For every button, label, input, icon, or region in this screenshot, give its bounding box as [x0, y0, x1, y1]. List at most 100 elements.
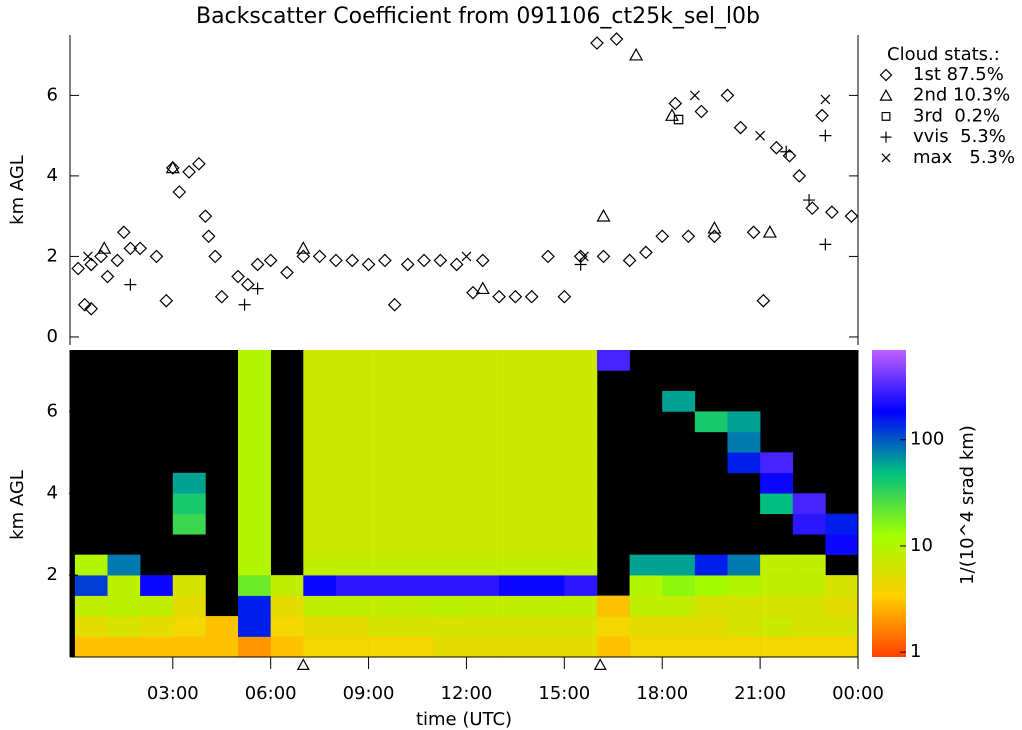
x-tick-label: 18:00: [636, 683, 688, 704]
backscatter-cell: [368, 431, 402, 453]
backscatter-cell: [107, 636, 141, 658]
cloud-point: [655, 229, 670, 244]
backscatter-cell: [270, 595, 304, 617]
cloud-point: [251, 282, 264, 295]
colorbar-tick-label: 1: [910, 641, 921, 662]
cloud-point: [240, 277, 255, 292]
backscatter-cell: [303, 575, 337, 596]
cloud-point: [792, 169, 807, 183]
cloud-point: [590, 36, 604, 50]
backscatter-cell: [335, 431, 369, 453]
backscatter-cell: [140, 636, 174, 658]
backscatter-cell: [433, 595, 467, 617]
backscatter-cell: [433, 390, 467, 412]
backscatter-cell: [205, 636, 239, 658]
backscatter-cell: [238, 595, 271, 617]
backscatter-cell: [499, 431, 533, 453]
legend-marker: [879, 88, 893, 101]
backscatter-cell: [629, 595, 663, 617]
backscatter-cell: [466, 411, 500, 433]
backscatter-cell: [172, 636, 206, 658]
cloud-point: [609, 32, 624, 46]
cloud-point: [329, 253, 343, 268]
backscatter-cell: [629, 636, 663, 658]
backscatter-cell: [303, 431, 337, 453]
event-marker: [296, 658, 310, 670]
backscatter-cell: [172, 513, 206, 535]
backscatter-cell: [401, 472, 435, 494]
y-tick-label: 4: [47, 165, 58, 186]
cloud-point: [110, 253, 125, 268]
backscatter-cell: [401, 493, 435, 515]
backscatter-cell: [238, 534, 271, 555]
cloud-point: [844, 209, 859, 224]
backscatter-cell: [466, 390, 500, 412]
backscatter-cell: [303, 616, 337, 637]
backscatter-cell: [140, 595, 174, 617]
backscatter-cell: [270, 636, 304, 658]
legend-label: max 5.3%: [913, 147, 1015, 168]
backscatter-cell: [466, 595, 500, 617]
cloud-point: [263, 253, 278, 268]
cloud-point: [280, 265, 294, 280]
cloud-point: [149, 249, 164, 264]
cloud-point: [461, 251, 472, 262]
cloud-point: [71, 261, 86, 276]
backscatter-cell: [401, 350, 435, 371]
backscatter-cell: [596, 595, 630, 617]
backscatter-cell: [564, 411, 598, 433]
backscatter-cell: [760, 616, 794, 637]
backscatter-cell: [760, 554, 794, 576]
backscatter-cell: [335, 616, 369, 637]
backscatter-cell: [792, 575, 826, 596]
backscatter-cell: [303, 350, 337, 371]
y-tick-label: 6: [47, 84, 58, 105]
backscatter-cell: [564, 452, 598, 474]
cloud-point: [116, 225, 131, 240]
backscatter-cell: [74, 636, 108, 658]
backscatter-cell: [662, 616, 696, 637]
backscatter-cell: [74, 595, 108, 617]
backscatter-cell: [172, 493, 206, 515]
backscatter-cell: [433, 534, 467, 555]
backscatter-cell: [335, 350, 369, 371]
backscatter-cell: [629, 575, 663, 596]
backscatter-cell: [335, 595, 369, 617]
backscatter-cell: [466, 575, 500, 596]
cloud-point: [77, 297, 92, 312]
backscatter-cell: [172, 595, 206, 617]
cloud-point: [192, 156, 206, 171]
backscatter-cell: [466, 616, 500, 637]
cloud-point: [201, 229, 216, 244]
cloud-point: [803, 194, 816, 207]
backscatter-cell: [107, 575, 141, 596]
backscatter-cell: [499, 390, 533, 412]
backscatter-cell: [401, 513, 435, 535]
cloud-point: [815, 108, 829, 123]
backscatter-cell: [727, 452, 761, 474]
backscatter-cell: [499, 370, 533, 392]
legend-title: Cloud stats.:: [887, 44, 1000, 65]
cloud-point: [165, 160, 180, 174]
backscatter-cell: [499, 452, 533, 474]
backscatter-cell: [238, 390, 271, 412]
backscatter-cell: [466, 493, 500, 515]
event-marker: [593, 658, 607, 670]
cloud-point: [681, 229, 696, 244]
backscatter-cell: [368, 616, 402, 637]
backscatter-cell: [401, 431, 435, 453]
cloud-point: [378, 253, 392, 268]
backscatter-cell: [303, 513, 337, 535]
backscatter-cell: [401, 595, 435, 617]
backscatter-cell: [368, 390, 402, 412]
cloud-point: [541, 249, 555, 264]
cloud-point: [172, 185, 187, 199]
backscatter-cell: [238, 431, 271, 453]
x-tick-label: 06:00: [245, 683, 297, 704]
backscatter-cell: [531, 616, 565, 637]
cloud-point: [639, 245, 653, 260]
backscatter-cell: [303, 452, 337, 474]
backscatter-cell: [792, 513, 826, 535]
backscatter-cell: [662, 595, 696, 617]
